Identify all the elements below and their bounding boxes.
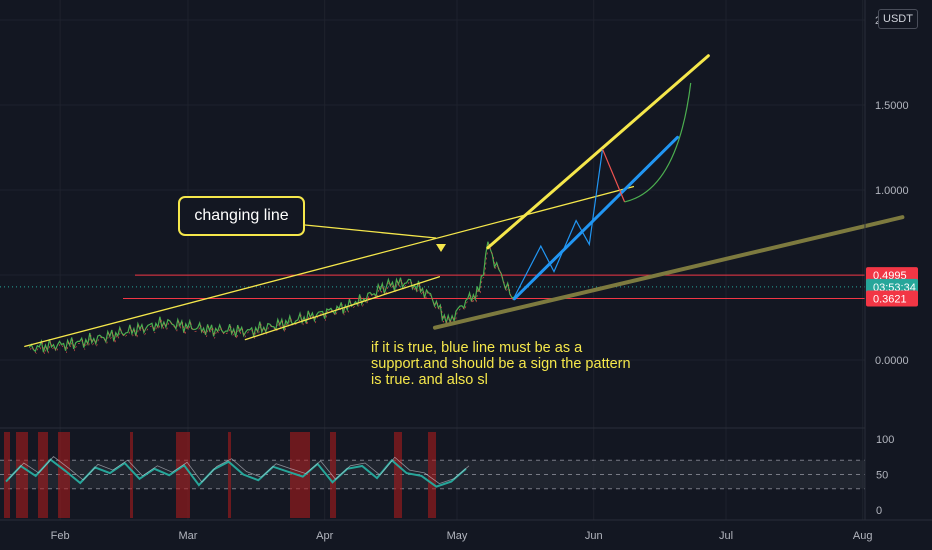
trend-line-2 <box>486 54 710 250</box>
oscillator-highlight-9 <box>394 432 402 518</box>
analysis-note[interactable]: if it is true, blue line must be as a su… <box>371 340 631 388</box>
price-line <box>28 241 515 353</box>
marker-triangle <box>436 244 446 252</box>
price-tag <box>866 290 918 307</box>
oscillator-highlight-6 <box>228 432 231 518</box>
price-tag-label: 0.3621 <box>873 293 907 305</box>
x-tick-label: Jul <box>719 530 733 542</box>
pullback-arrow <box>601 148 626 203</box>
price-series <box>28 241 516 355</box>
x-tick-label: Jun <box>585 530 603 542</box>
x-tick-label: Aug <box>853 530 873 542</box>
oscillator-highlight-4 <box>130 432 133 518</box>
oscillator-highlight-1 <box>16 432 28 518</box>
y-tick-label: 1.5000 <box>875 100 909 112</box>
x-tick-label: May <box>447 530 468 542</box>
oscillator-tick-label: 0 <box>876 505 882 517</box>
trend-line-4 <box>432 215 905 330</box>
currency-label[interactable]: USDT <box>878 9 918 29</box>
price-axis[interactable]: 21.50001.00000.00000.499503:53:340.36211… <box>864 0 918 520</box>
x-tick-label: Mar <box>179 530 198 542</box>
trend-line-0 <box>24 185 635 348</box>
oscillator-tick-label: 100 <box>876 434 894 446</box>
target-curve <box>624 82 692 203</box>
oscillator-pane <box>0 427 865 518</box>
oscillator-highlight-5 <box>176 432 190 518</box>
trend-line-1 <box>244 276 441 341</box>
y-tick-label: 1.0000 <box>875 185 909 197</box>
oscillator-highlight-0 <box>4 432 10 518</box>
price-wicks <box>29 243 516 355</box>
oscillator-tick-label: 50 <box>876 470 888 482</box>
projection-path <box>513 149 604 298</box>
x-tick-label: Apr <box>316 530 333 542</box>
x-tick-label: Feb <box>51 530 70 542</box>
oscillator-highlight-3 <box>58 432 70 518</box>
oscillator-highlight-10 <box>428 432 436 518</box>
horizontal-levels <box>0 274 865 299</box>
oscillator-highlight-2 <box>38 432 48 518</box>
y-tick-label: 0.0000 <box>875 355 909 367</box>
oscillator-highlight-8 <box>330 432 336 518</box>
time-axis[interactable]: Feb Mar Apr May Jun Jul Aug <box>0 519 932 542</box>
trend-lines <box>24 54 905 348</box>
trend-line-3 <box>512 135 679 301</box>
oscillator-signal-line <box>8 456 470 485</box>
changing-line-callout[interactable]: changing line <box>178 196 305 236</box>
callout-connector <box>304 224 437 239</box>
